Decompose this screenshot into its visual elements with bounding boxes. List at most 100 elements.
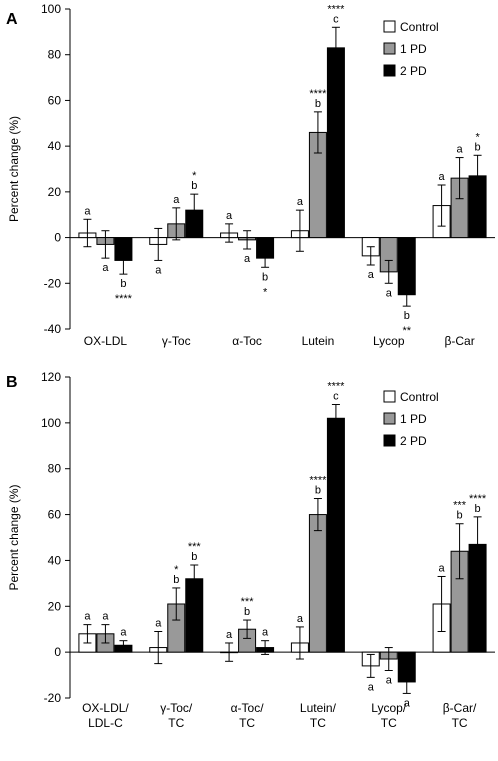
significance-label: b — [244, 606, 250, 618]
panel-letter: B — [6, 374, 18, 391]
y-tick-label: 100 — [41, 2, 61, 16]
category-label: Lycop — [373, 334, 405, 348]
category-label: β-Car/ — [443, 701, 477, 715]
category-label: OX-LDL/ — [82, 701, 129, 715]
significance-label: **** — [327, 381, 345, 393]
y-tick-label: -40 — [44, 322, 62, 336]
significance-label: b — [191, 551, 197, 563]
y-tick-label: 60 — [48, 508, 62, 522]
significance-label: **** — [327, 3, 345, 15]
significance-label: c — [333, 391, 339, 403]
significance-label: * — [192, 170, 197, 182]
category-label: Lycop/ — [371, 701, 407, 715]
y-tick-label: 40 — [48, 139, 62, 153]
significance-label: a — [457, 144, 464, 156]
significance-label: b — [457, 510, 463, 522]
significance-label: c — [333, 13, 339, 25]
legend-label: 2 PD — [400, 64, 427, 78]
significance-label: a — [297, 613, 304, 625]
significance-label: a — [84, 205, 91, 217]
bar — [326, 47, 345, 239]
category-label: β-Car — [444, 334, 474, 348]
category-label: TC — [452, 716, 468, 730]
significance-label: a — [368, 681, 375, 693]
significance-label: b — [173, 574, 179, 586]
significance-label: a — [439, 562, 446, 574]
category-label: TC — [381, 716, 397, 730]
legend-swatch — [383, 412, 396, 425]
y-tick-label: 40 — [48, 553, 62, 567]
significance-label: a — [102, 262, 109, 274]
y-axis-label: Percent change (%) — [7, 484, 21, 590]
significance-label: **** — [115, 293, 133, 305]
y-tick-label: 20 — [48, 599, 62, 613]
category-label: γ-Toc/ — [160, 701, 193, 715]
y-tick-label: 20 — [48, 185, 62, 199]
y-tick-label: 0 — [54, 231, 61, 245]
significance-label: b — [191, 180, 197, 192]
significance-label: b — [315, 98, 321, 110]
y-tick-label: 0 — [54, 645, 61, 659]
category-label: Lutein — [302, 334, 335, 348]
significance-label: * — [475, 131, 480, 143]
legend-label: 1 PD — [400, 412, 427, 426]
category-label: α-Toc — [232, 334, 262, 348]
bar — [326, 417, 345, 653]
significance-label: b — [404, 310, 410, 322]
significance-label: * — [263, 286, 268, 298]
y-axis-label: Percent change (%) — [7, 116, 21, 222]
y-tick-label: 80 — [48, 462, 62, 476]
significance-label: a — [155, 264, 162, 276]
significance-label: **** — [469, 493, 487, 505]
bar — [308, 514, 327, 653]
significance-label: a — [244, 253, 251, 265]
significance-label: a — [368, 269, 375, 281]
significance-label: b — [475, 141, 481, 153]
legend-label: 1 PD — [400, 42, 427, 56]
significance-label: **** — [309, 475, 327, 487]
significance-label: a — [155, 618, 162, 630]
legend-label: Control — [400, 390, 439, 404]
significance-label: *** — [241, 596, 255, 608]
category-label: α-Toc/ — [231, 701, 265, 715]
y-tick-label: 80 — [48, 48, 62, 62]
significance-label: a — [120, 627, 127, 639]
y-tick-label: -20 — [44, 691, 62, 705]
category-label: TC — [239, 716, 255, 730]
significance-label: a — [226, 629, 233, 641]
legend-swatch — [383, 42, 396, 55]
category-label: TC — [168, 716, 184, 730]
significance-label: a — [84, 611, 91, 623]
y-tick-label: 60 — [48, 93, 62, 107]
legend-swatch — [383, 20, 396, 33]
panel-letter: A — [6, 11, 18, 28]
significance-label: b — [262, 271, 268, 283]
chart-panel-b: B -20 0 20 40 60 80 100 120 Percent change (%) OX-… — [6, 370, 495, 730]
y-tick-label: 120 — [41, 370, 61, 384]
category-label: γ-Toc — [162, 334, 191, 348]
legend-swatch — [383, 64, 396, 77]
chart-panel-a: A -40 -20 0 20 40 60 80 100 Percent change (%) OX-… — [6, 2, 495, 348]
significance-label: a — [262, 627, 269, 639]
significance-label: **** — [309, 88, 327, 100]
significance-label: b — [315, 485, 321, 497]
significance-label: a — [386, 287, 393, 299]
significance-label: a — [439, 171, 446, 183]
significance-label: * — [174, 564, 179, 576]
category-label: OX-LDL — [84, 334, 128, 348]
y-tick-label: -20 — [44, 276, 62, 290]
significance-label: *** — [188, 541, 202, 553]
significance-label: ** — [402, 325, 411, 337]
significance-label: a — [404, 697, 411, 709]
legend-swatch — [383, 434, 396, 447]
legend-label: 2 PD — [400, 434, 427, 448]
category-label: LDL-C — [88, 716, 123, 730]
significance-label: a — [102, 611, 109, 623]
significance-label: b — [475, 503, 481, 515]
legend-label: Control — [400, 20, 439, 34]
significance-label: b — [120, 278, 126, 290]
y-tick-label: 100 — [41, 416, 61, 430]
significance-label: a — [226, 210, 233, 222]
category-label: Lutein/ — [300, 701, 337, 715]
